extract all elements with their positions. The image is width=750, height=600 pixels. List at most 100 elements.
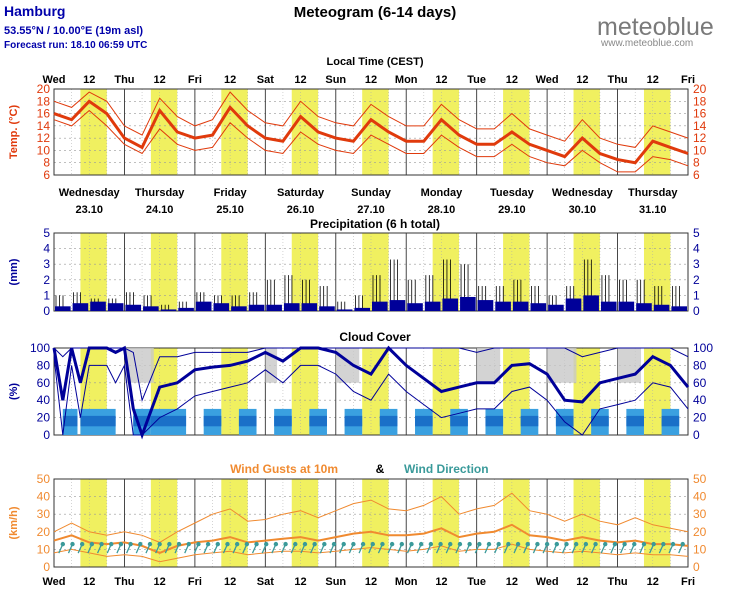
day-date-label: 27.10 — [357, 204, 385, 216]
y-axis-label: Temp. (°C) — [8, 105, 20, 160]
y-tick-label-left: 1 — [43, 288, 50, 302]
precip-bar — [160, 309, 177, 311]
low-cloud-stripe — [203, 415, 222, 427]
precip-bar — [389, 300, 406, 311]
y-tick-label-right: 20 — [693, 82, 707, 96]
time-tick-bottom: 12 — [506, 576, 518, 588]
wind-arrow-head — [147, 541, 153, 547]
wind-arrow-head — [273, 541, 279, 547]
day-band — [432, 233, 460, 311]
y-tick-label-left: 20 — [37, 82, 51, 96]
plot-layer: Wed 12 Thu 12 Fri 12 Sat 12 Sun 12 Mon 12 Tue 12 Wed 12… — [8, 74, 713, 588]
y-tick-label-left: 8 — [43, 156, 50, 170]
panel-frame — [53, 232, 689, 312]
time-tick-bottom: Wed — [536, 576, 559, 588]
day-date-label: 29.10 — [498, 204, 526, 216]
wind-arrow-head — [680, 541, 685, 547]
wind-arrow-head — [254, 541, 259, 547]
y-tick-label-left: 40 — [37, 393, 51, 407]
y-tick-label-left: 30 — [37, 507, 51, 521]
wind-arrow-head — [70, 541, 75, 547]
time-tick-top: 12 — [224, 74, 236, 86]
y-tick-label-left: 0 — [43, 304, 50, 318]
day-band — [150, 89, 178, 175]
wind-arrow-head — [651, 541, 656, 547]
day-name-label: Sunday — [351, 187, 392, 199]
y-axis-label: (km/h) — [8, 506, 20, 539]
y-tick-label-left: 40 — [37, 490, 51, 504]
day-name-label: Wednesday — [59, 187, 121, 199]
wind-arrow-head — [612, 541, 618, 547]
y-tick-label-right: 10 — [693, 143, 707, 157]
low-cloud-stripe — [309, 415, 327, 427]
wind-arrow-head — [457, 541, 463, 547]
wind-arrow-head — [186, 541, 191, 547]
precip-bar — [248, 304, 265, 311]
temp-upper-line — [53, 91, 689, 148]
wind-arrow-head — [99, 541, 104, 547]
day-band — [291, 89, 319, 175]
cloud-upper-line — [53, 347, 689, 402]
time-tick-bottom: Fri — [681, 576, 695, 588]
low-cloud-stripe — [591, 415, 609, 427]
low-cloud-stripe — [344, 415, 363, 427]
low-cloud-stripe — [450, 415, 468, 427]
wind-arrow-head — [302, 541, 308, 547]
precip-bar — [143, 306, 159, 311]
y-tick-label-left: 100 — [30, 341, 50, 355]
low-cloud-stripe — [626, 415, 644, 427]
wind-arrow-head — [331, 541, 337, 547]
precip-bar — [636, 303, 652, 311]
wind-arrow-head — [389, 541, 395, 547]
day-band — [80, 233, 107, 311]
wind-arrow-head — [89, 541, 95, 547]
y-tick-label-right: 3 — [693, 257, 700, 271]
gust-series-line — [53, 523, 689, 554]
wind-arrow-head — [670, 541, 676, 547]
wind-arrow-head — [535, 541, 540, 547]
wind-arrow-head — [293, 541, 298, 547]
y-tick-label-right: 20 — [693, 525, 707, 539]
y-tick-label-right: 40 — [693, 393, 707, 407]
wind-arrow-head — [544, 541, 550, 547]
wind-arrow-head — [564, 541, 569, 547]
wind-arrow-head — [138, 541, 143, 547]
time-tick-bottom: 12 — [435, 576, 447, 588]
precip-bar — [530, 303, 547, 311]
low-cloud-stripe — [133, 415, 151, 427]
wind-arrow-head — [215, 541, 220, 547]
low-cloud-stripe — [485, 415, 504, 427]
low-cloud-stripe — [520, 415, 539, 427]
wind-arrow-head — [380, 541, 385, 547]
time-tick-top: Tue — [467, 74, 486, 86]
day-band — [643, 233, 671, 311]
low-cloud-stripe — [661, 415, 680, 427]
y-tick-label-left: 10 — [37, 143, 51, 157]
day-date-label: 30.10 — [569, 204, 597, 216]
precip-bar — [266, 304, 282, 311]
precip-bar — [90, 301, 106, 311]
time-tick-bottom: 12 — [224, 576, 236, 588]
y-tick-label-right: 20 — [693, 411, 707, 425]
y-tick-label-left: 4 — [43, 242, 50, 256]
y-tick-label-left: 12 — [37, 131, 51, 145]
y-tick-label-right: 100 — [693, 341, 713, 355]
precip-bar — [231, 306, 247, 311]
cloud-series-line — [52, 345, 690, 440]
wind-arrow-head — [264, 541, 269, 547]
time-axis-label: Local Time (CEST) — [327, 56, 424, 68]
city-name: Hamburg — [4, 3, 65, 19]
y-tick-label-right: 40 — [693, 490, 707, 504]
day-band — [573, 479, 600, 567]
time-tick-top: 12 — [83, 74, 95, 86]
wind-arrow-head — [496, 541, 501, 547]
precip-bar — [495, 301, 511, 311]
y-tick-label-left: 80 — [37, 358, 51, 372]
precip-bar — [72, 303, 89, 311]
wind-arrow-head — [283, 541, 288, 547]
time-tick-bottom: Sun — [325, 576, 346, 588]
brand-logo: meteoblue — [597, 13, 714, 41]
wind-arrow-head — [506, 541, 511, 547]
precip-title: Precipitation (6 h total) — [310, 217, 440, 231]
time-tick-top: 12 — [576, 74, 588, 86]
